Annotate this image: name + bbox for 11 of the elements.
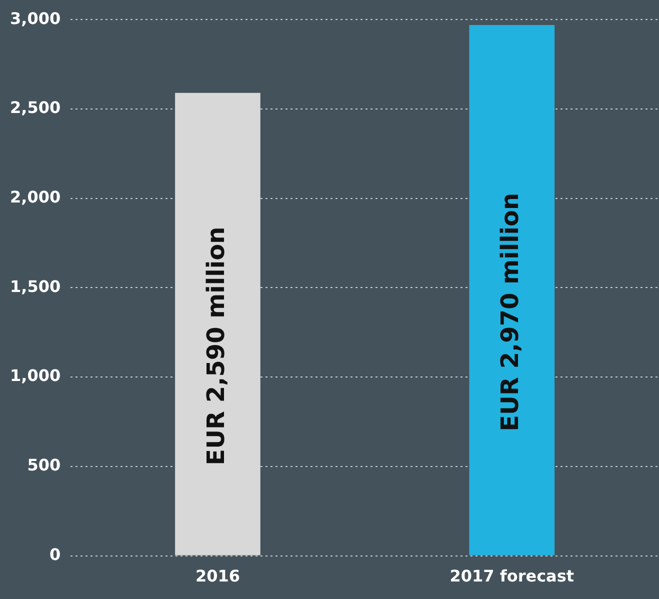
x-tick-label: 2017 forecast — [450, 566, 574, 586]
data-label: EUR 2,590 million — [202, 226, 230, 466]
y-tick-label: 0 — [49, 544, 61, 564]
x-tick-label: 2016 — [195, 566, 240, 586]
y-tick-label: 1,000 — [10, 366, 61, 386]
y-tick-label: 2,500 — [10, 98, 61, 118]
y-tick-label: 1,500 — [10, 276, 61, 296]
y-tick-label: 500 — [27, 456, 61, 475]
data-label: EUR 2,970 million — [496, 192, 524, 432]
y-tick-label: 3,000 — [10, 8, 61, 28]
y-tick-label: 2,000 — [10, 187, 61, 206]
